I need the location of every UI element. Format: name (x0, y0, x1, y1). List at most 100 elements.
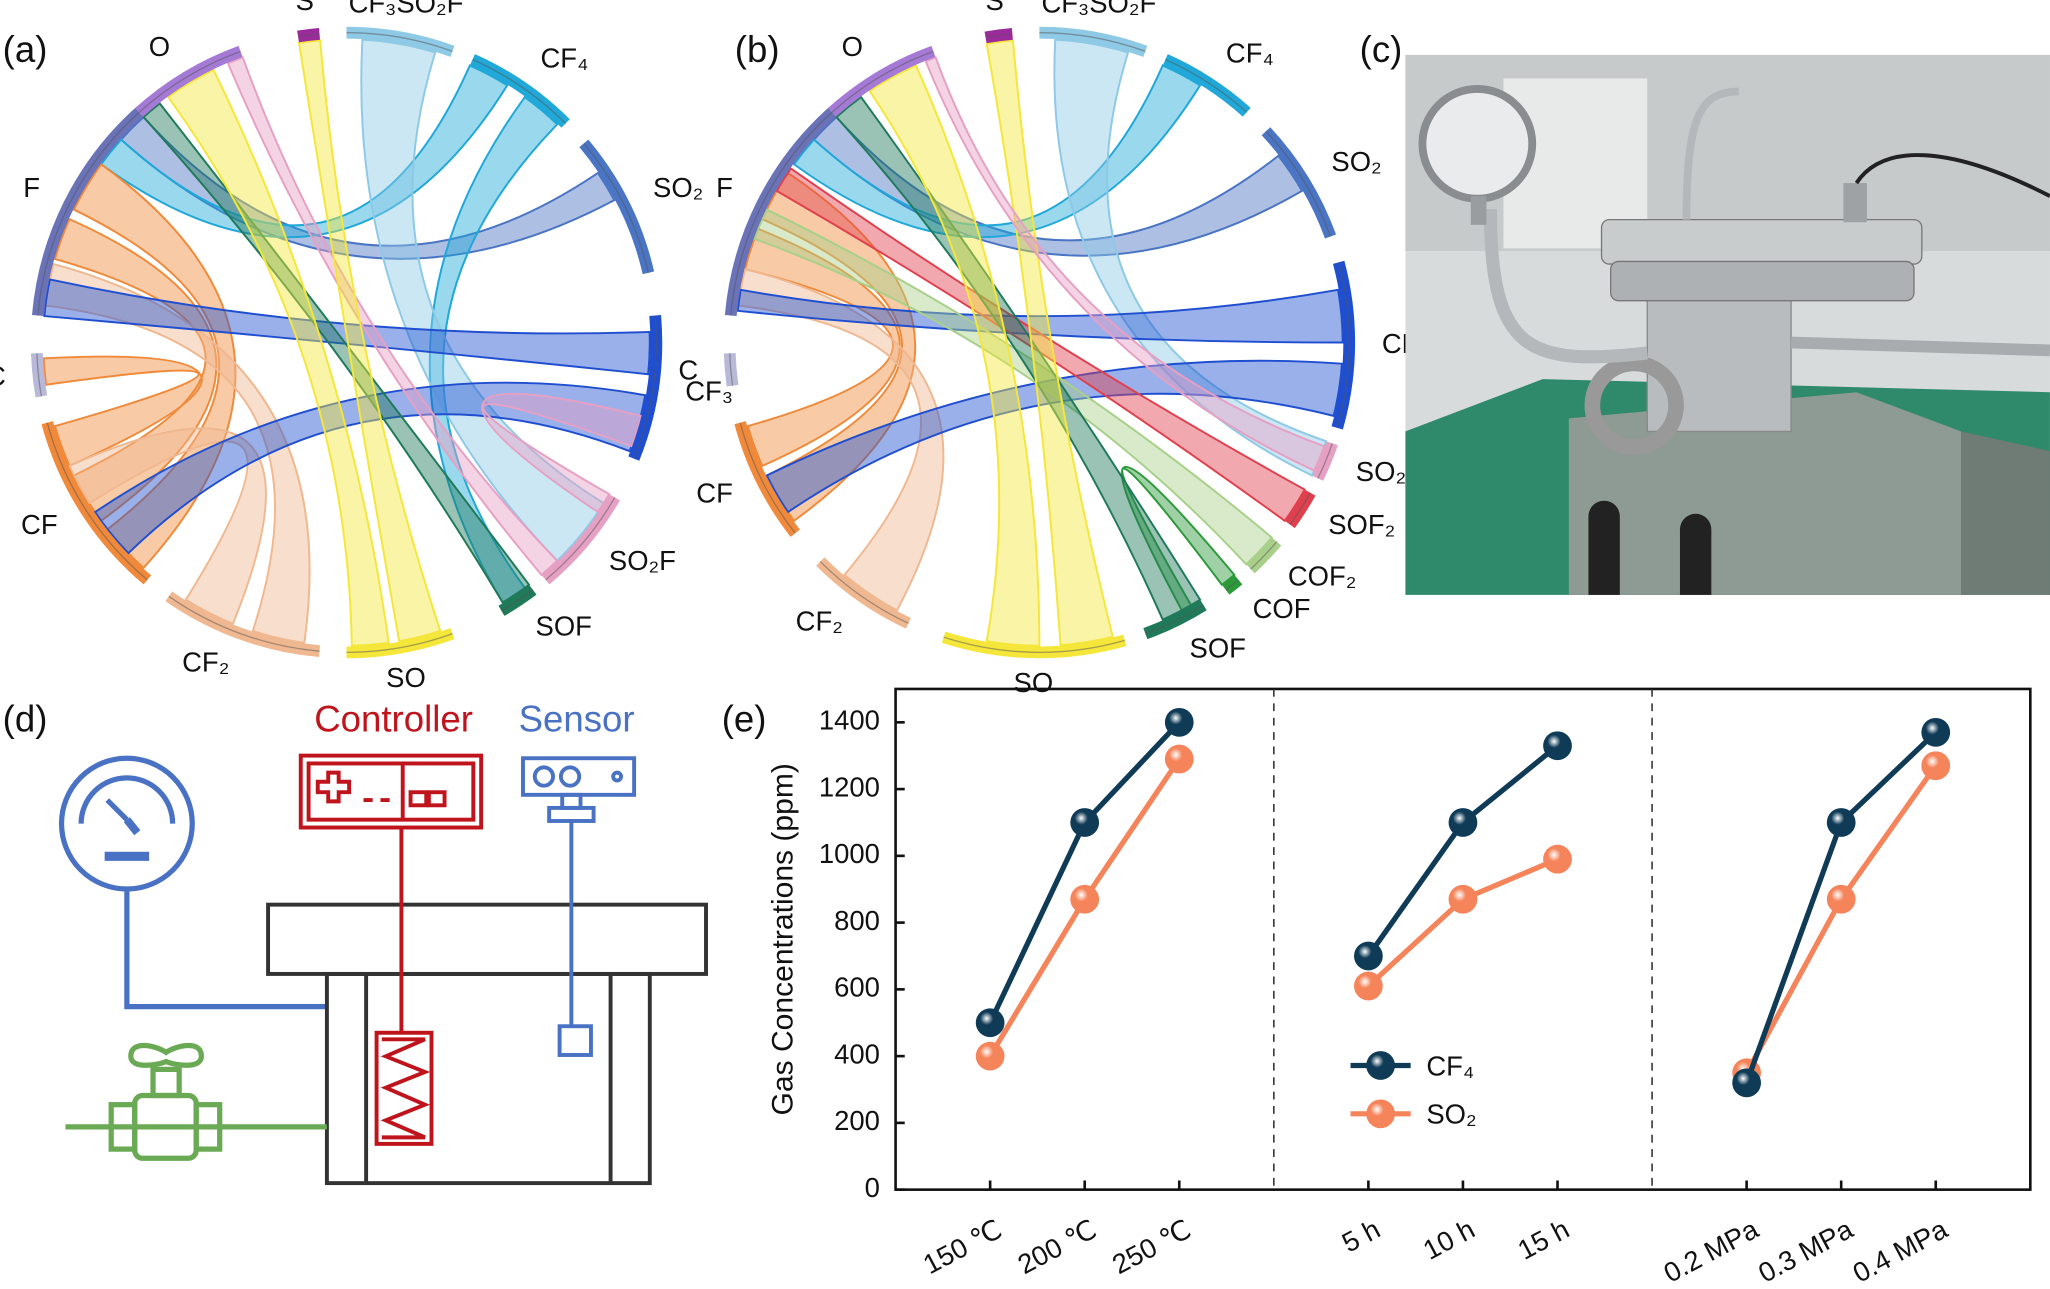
x-tick-label: 0.2 MPa (1659, 1213, 1764, 1289)
controller-label: Controller (314, 698, 473, 739)
chord-ribbon (1053, 38, 1328, 477)
data-point (1354, 971, 1383, 1001)
data-point (1543, 731, 1572, 761)
stand (1568, 392, 1962, 595)
node-arc-outline (730, 111, 833, 316)
panel-label: (b) (735, 29, 780, 70)
chord-ribbon (226, 56, 559, 577)
chord-diagram: SOCF₃SO₂FCF₄SO₂CF₃SO₂FSOF₂COF₂COFSOFSOCF… (678, 0, 1429, 698)
node-arc-outline (1145, 604, 1204, 635)
series-line (987, 757, 1938, 1075)
node-arc-outline (633, 315, 657, 459)
x-tick-label: 150 ℃ (918, 1213, 1007, 1280)
node-label: CF₄ (541, 42, 589, 73)
sensor-fitting (1843, 183, 1867, 223)
chord-ribbon (868, 64, 1041, 647)
clamp (1584, 355, 1684, 455)
node-arc-outline (346, 32, 453, 52)
node-label: O (149, 31, 170, 62)
data-point (1826, 808, 1856, 837)
node-arc-outline (1165, 58, 1248, 113)
node-label: COF (1253, 593, 1311, 624)
chord-ribbon (43, 278, 651, 376)
node-label: SO₂F (609, 545, 676, 576)
node-arc-outline (819, 561, 909, 624)
chord-ribbon (72, 162, 237, 570)
data-point (1164, 744, 1194, 774)
chord-ribbon (765, 359, 1343, 514)
stand-holes (1588, 500, 1712, 595)
x-tick-label: 10 h (1418, 1213, 1480, 1265)
x-tick-label: 5 h (1337, 1213, 1385, 1258)
chord-ribbon (736, 288, 1344, 344)
x-tick-label: 250 ℃ (1107, 1213, 1196, 1280)
cable (1854, 153, 2050, 198)
node-label: SO (1014, 667, 1054, 698)
node-label: COF₂ (1288, 561, 1357, 592)
data-point (1354, 941, 1383, 971)
node-arc-outline (46, 422, 148, 581)
chord-ribbon (481, 392, 642, 514)
legend-marker (1366, 1051, 1395, 1080)
schematic: Controller Sensor (58, 698, 708, 1186)
panel-label: (d) (3, 698, 48, 739)
y-tick-label: 200 (834, 1105, 880, 1136)
node-label: CF₄ (1226, 38, 1274, 69)
flange (1600, 218, 1923, 265)
pressure-gauge (1418, 84, 1537, 203)
data-point (975, 1041, 1005, 1071)
legend-label: CF₄ (1426, 1050, 1474, 1081)
node-arc-outline (583, 142, 650, 273)
y-tick-label: 1400 (819, 705, 880, 736)
node-arc-outline (501, 589, 534, 612)
sensor (521, 756, 637, 1057)
y-tick-label: 600 (834, 972, 880, 1003)
data-point (1164, 707, 1194, 737)
node-arc-outline (1317, 443, 1333, 479)
controller (298, 753, 484, 1146)
x-tick-label: 0.4 MPa (1848, 1213, 1953, 1289)
flange (1610, 260, 1915, 302)
chord-ribbon (166, 68, 390, 647)
node-label: SO (386, 662, 426, 693)
node-label: CF₃ (685, 375, 733, 406)
gauge (58, 755, 327, 1010)
node-label: CF₂ (796, 605, 843, 636)
reactor (266, 902, 708, 1186)
node-arc-outline (729, 353, 734, 386)
chord-ribbon (68, 427, 267, 625)
data-point (1732, 1068, 1762, 1098)
node-label: S (986, 0, 1004, 16)
data-point (1070, 808, 1100, 837)
node-arc-outline (472, 58, 567, 124)
node-arc-outline (36, 353, 43, 397)
chord-ribbon (142, 102, 531, 604)
y-axis-label: Gas Concentrations (ppm) (766, 763, 799, 1115)
pipe (1483, 209, 1648, 364)
x-tick-label: 15 h (1512, 1213, 1574, 1265)
chord-ribbon (775, 167, 1306, 523)
node-label: SO₂ (1331, 146, 1381, 177)
data-point (1921, 751, 1951, 781)
y-tick-label: 1200 (819, 771, 880, 802)
photo (1405, 54, 2050, 595)
node-label: C (0, 361, 6, 392)
x-tick-label: 0.3 MPa (1753, 1213, 1858, 1289)
node-label: CF₃SO₂F (349, 0, 464, 18)
node-arc-outline (297, 33, 320, 38)
node-arc-outline (1250, 541, 1278, 570)
node-arc-outline (831, 50, 934, 113)
node-label: S (296, 0, 314, 16)
node-arc-outline (985, 33, 1013, 39)
chord-ribbon (792, 64, 1202, 239)
node-label: CF (696, 478, 733, 509)
node-arc-outline (168, 595, 320, 652)
chord-ribbon (924, 56, 1326, 472)
node-arc-outline (545, 497, 616, 581)
panel-label: (e) (722, 698, 767, 739)
panel-label: (a) (3, 29, 48, 70)
data-point (1826, 884, 1856, 914)
chord-ribbon (753, 208, 1274, 566)
data-point (1070, 884, 1100, 914)
